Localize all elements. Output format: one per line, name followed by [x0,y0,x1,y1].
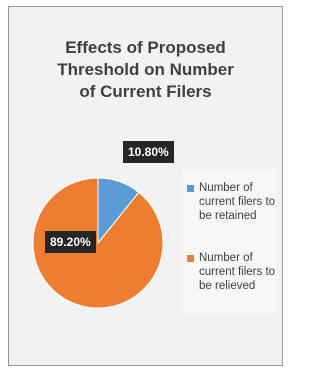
legend-swatch [187,255,194,262]
pie-chart [32,177,164,309]
pie-slice [32,177,164,309]
legend: Number of current filers to be retained N… [181,169,277,313]
legend-item: Number of current filers to be relieved [187,251,279,293]
data-label: 89.20% [45,231,96,253]
page: Effects of Proposed Threshold on Number … [8,6,283,366]
chart-frame: Effects of Proposed Threshold on Number … [8,6,283,366]
chart-title: Effects of Proposed Threshold on Number … [57,38,234,101]
legend-label: Number of current filers to be retained [199,182,276,222]
legend-swatch [187,185,194,192]
legend-item: Number of current filers to be retained [187,181,279,223]
data-label: 10.80% [123,141,174,163]
legend-label: Number of current filers to be relieved [199,252,276,292]
